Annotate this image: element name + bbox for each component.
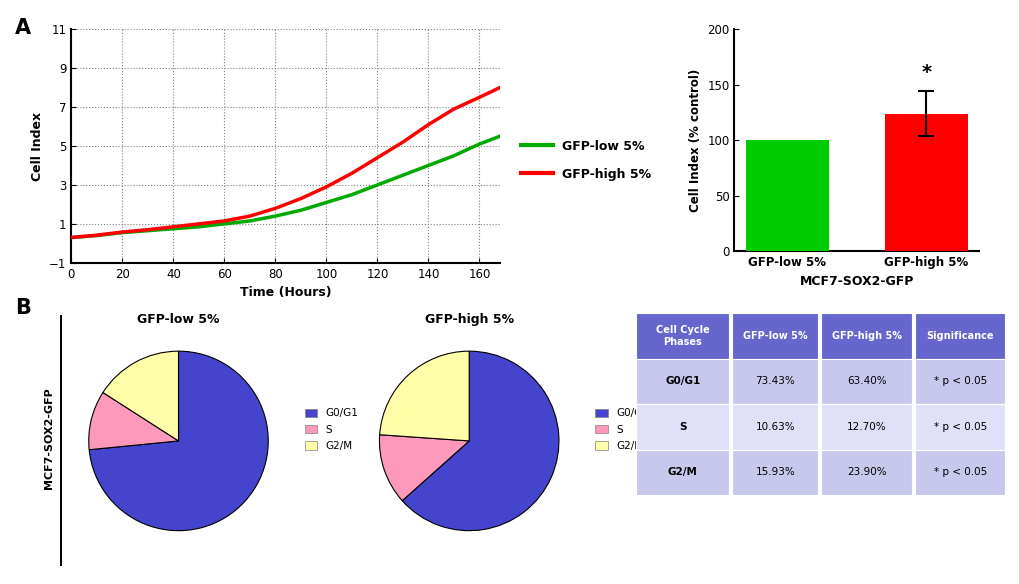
Text: MCF7-SOX2-GFP: MCF7-SOX2-GFP [44,387,54,489]
Text: A: A [15,18,32,37]
Wedge shape [379,434,469,500]
FancyBboxPatch shape [636,450,729,495]
FancyBboxPatch shape [636,359,729,404]
FancyBboxPatch shape [820,359,912,404]
FancyBboxPatch shape [915,359,1004,404]
Text: GFP-high 5%: GFP-high 5% [830,331,901,341]
FancyBboxPatch shape [820,404,912,450]
FancyBboxPatch shape [732,450,817,495]
Text: B: B [15,298,32,318]
FancyBboxPatch shape [636,313,729,359]
Wedge shape [89,351,268,531]
Text: *: * [920,64,930,82]
Text: GFP-low 5%: GFP-low 5% [742,331,807,341]
Text: 12.70%: 12.70% [846,422,886,432]
Text: 15.93%: 15.93% [755,467,795,478]
Text: S: S [679,422,686,432]
Text: G2/M: G2/M [667,467,697,478]
FancyBboxPatch shape [915,404,1004,450]
Text: 10.63%: 10.63% [755,422,794,432]
Text: * p < 0.05: * p < 0.05 [932,376,985,387]
X-axis label: Time (Hours): Time (Hours) [239,286,331,299]
FancyBboxPatch shape [732,404,817,450]
Text: G0/G1: G0/G1 [664,376,700,387]
Wedge shape [379,351,469,441]
FancyBboxPatch shape [820,450,912,495]
X-axis label: MCF7-SOX2-GFP: MCF7-SOX2-GFP [799,274,913,287]
Bar [883,113,967,251]
FancyBboxPatch shape [915,450,1004,495]
Legend: G0/G1, S, G2/M: G0/G1, S, G2/M [591,404,652,455]
Text: * p < 0.05: * p < 0.05 [932,467,985,478]
Y-axis label: Cell Index: Cell Index [31,112,44,180]
Legend: GFP-low 5%, GFP-high 5%: GFP-low 5%, GFP-high 5% [516,135,656,186]
Legend: G0/G1, S, G2/M: G0/G1, S, G2/M [301,404,362,455]
FancyBboxPatch shape [732,313,817,359]
Text: 63.40%: 63.40% [846,376,886,387]
Bar [745,140,828,251]
Title: GFP-low 5%: GFP-low 5% [138,313,219,326]
Text: * p < 0.05: * p < 0.05 [932,422,985,432]
Text: 23.90%: 23.90% [846,467,886,478]
Text: Significance: Significance [925,331,993,341]
Wedge shape [103,351,178,441]
FancyBboxPatch shape [915,313,1004,359]
FancyBboxPatch shape [732,359,817,404]
Wedge shape [401,351,558,531]
Y-axis label: Cell Index (% control): Cell Index (% control) [688,68,701,212]
Text: 73.43%: 73.43% [755,376,795,387]
Wedge shape [89,392,178,450]
Title: GFP-high 5%: GFP-high 5% [424,313,514,326]
FancyBboxPatch shape [820,313,912,359]
FancyBboxPatch shape [636,404,729,450]
Text: Cell Cycle
Phases: Cell Cycle Phases [655,325,709,346]
